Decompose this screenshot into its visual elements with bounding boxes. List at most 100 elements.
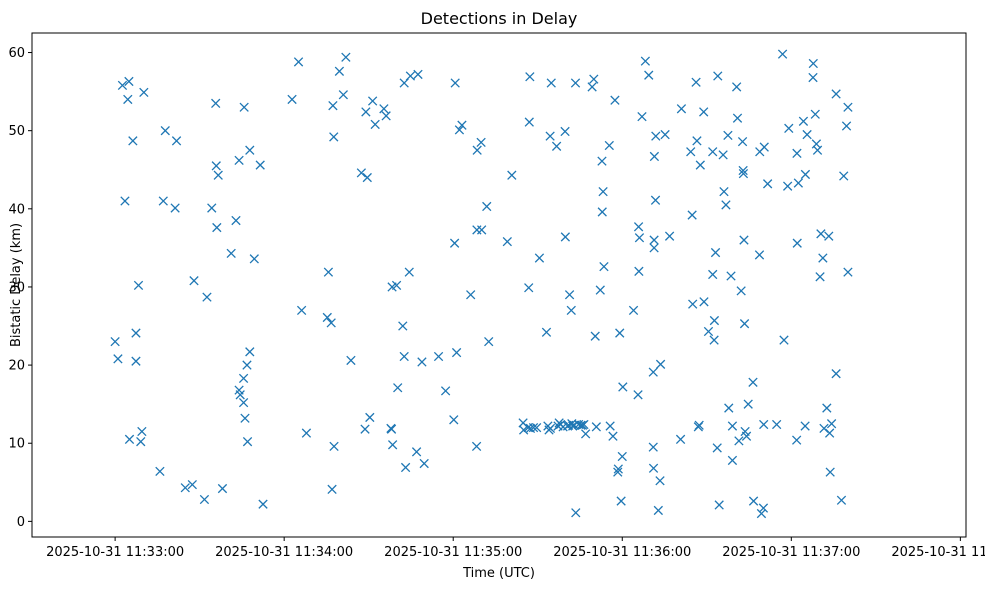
data-point <box>231 215 241 226</box>
data-point <box>440 386 451 396</box>
data-point <box>207 203 217 213</box>
data-point <box>391 280 402 291</box>
data-point <box>411 447 422 457</box>
data-point <box>502 236 512 247</box>
data-point <box>326 318 336 328</box>
data-point <box>296 305 307 316</box>
data-point <box>180 483 190 493</box>
data-point <box>792 435 802 445</box>
data-point <box>800 421 810 431</box>
data-point <box>815 272 825 282</box>
data-point <box>457 120 467 130</box>
data-point <box>810 109 820 119</box>
data-point <box>824 231 834 241</box>
data-point <box>576 420 586 430</box>
data-point <box>633 390 643 400</box>
data-point <box>640 56 651 66</box>
data-point <box>341 52 351 62</box>
data-point <box>637 111 647 122</box>
data-point <box>597 156 607 166</box>
data-point <box>249 254 259 264</box>
data-point <box>709 335 719 345</box>
data-point <box>644 70 654 80</box>
data-point <box>398 321 408 331</box>
data-point <box>213 170 223 180</box>
data-point <box>605 421 615 431</box>
data-point <box>695 160 705 170</box>
data-point <box>507 170 517 180</box>
data-point <box>613 467 623 477</box>
data-point <box>226 248 236 259</box>
data-point <box>816 229 826 239</box>
data-point <box>779 335 789 345</box>
data-point <box>419 458 429 469</box>
data-point <box>714 500 724 510</box>
data-point <box>571 508 581 518</box>
chart-title: Detections in Delay <box>421 9 578 28</box>
data-point <box>240 413 250 423</box>
data-point <box>139 87 149 98</box>
data-point <box>731 82 742 92</box>
data-point <box>356 168 367 178</box>
data-point <box>694 420 704 430</box>
data-point <box>648 367 658 377</box>
data-point <box>634 266 644 276</box>
data-point <box>534 253 545 263</box>
data-point <box>170 203 180 213</box>
data-point <box>784 123 794 133</box>
data-point <box>293 57 304 67</box>
data-point <box>732 113 743 123</box>
data-point <box>123 94 133 105</box>
data-point <box>131 356 141 366</box>
y-tick-label: 60 <box>8 46 25 61</box>
data-point <box>634 233 645 243</box>
data-point <box>831 89 841 99</box>
data-point <box>739 235 749 245</box>
data-point <box>482 201 492 212</box>
data-point <box>242 437 253 447</box>
data-point <box>367 96 378 106</box>
data-point <box>472 145 482 155</box>
data-point <box>136 437 146 447</box>
data-point <box>826 419 837 429</box>
data-point <box>329 132 339 142</box>
data-point <box>688 299 698 309</box>
data-point <box>301 428 312 438</box>
data-point <box>615 328 625 338</box>
data-point <box>258 499 268 509</box>
data-point <box>613 464 623 474</box>
data-point <box>741 431 752 441</box>
data-point <box>651 131 661 141</box>
data-point <box>287 94 297 105</box>
data-point <box>831 369 841 379</box>
data-point <box>387 440 398 450</box>
data-point <box>759 142 769 152</box>
data-point <box>117 80 128 91</box>
data-point <box>362 172 372 183</box>
data-point <box>128 136 138 146</box>
data-point <box>709 315 720 326</box>
data-point <box>616 496 626 506</box>
data-point <box>808 72 818 83</box>
data-point <box>451 347 462 358</box>
data-point <box>792 148 802 158</box>
data-point <box>524 283 534 293</box>
data-point <box>748 377 758 387</box>
data-point <box>599 261 609 272</box>
data-point <box>738 165 748 176</box>
data-point <box>131 328 141 338</box>
data-point <box>531 422 542 433</box>
data-point <box>137 426 147 437</box>
data-point <box>649 243 659 253</box>
data-point <box>739 319 750 329</box>
data-point <box>610 95 620 105</box>
data-point <box>843 102 853 112</box>
data-point <box>591 422 602 432</box>
data-point <box>449 415 459 425</box>
data-point <box>800 169 811 180</box>
data-point <box>393 383 403 393</box>
data-point <box>692 136 702 146</box>
data-point <box>399 351 409 362</box>
data-point <box>655 359 666 369</box>
